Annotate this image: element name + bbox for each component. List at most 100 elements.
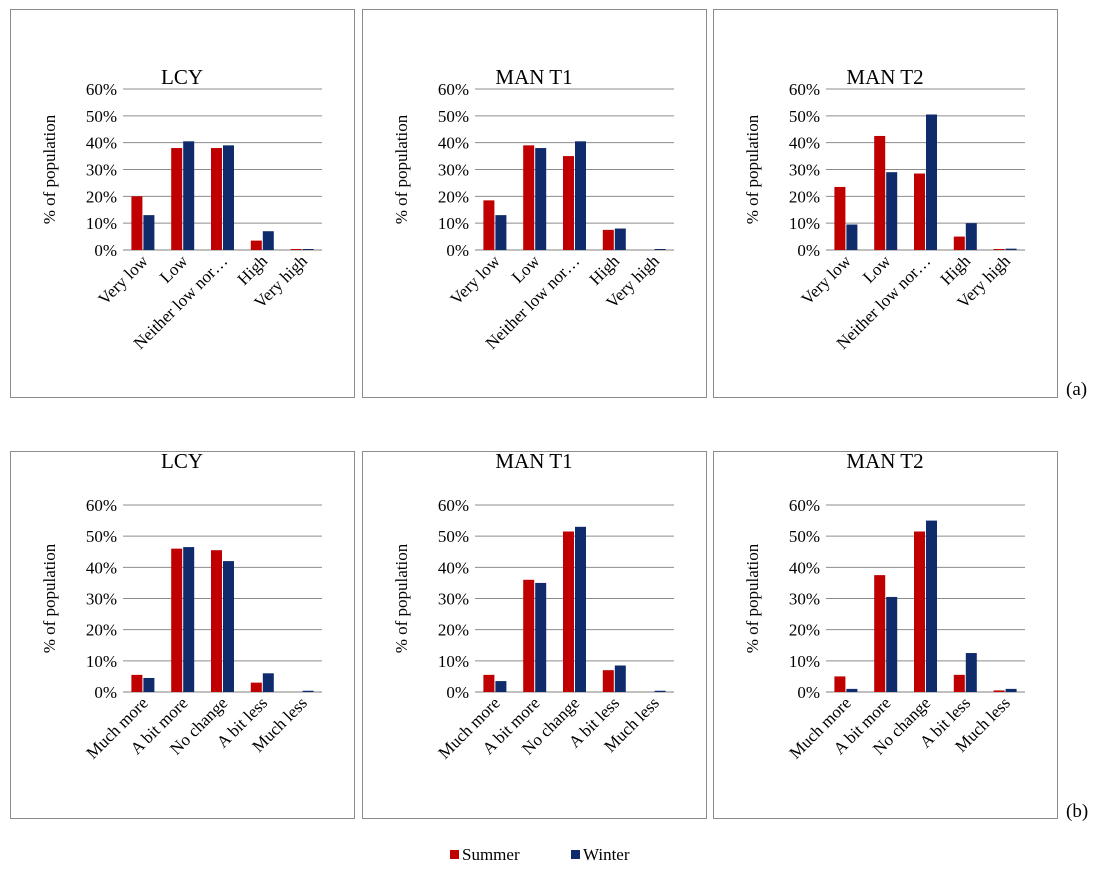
y-tick-label: 10% — [86, 652, 117, 671]
bar-summer — [483, 200, 495, 250]
bar-winter — [1005, 688, 1017, 692]
panel-border — [362, 9, 707, 398]
y-axis-label: % of population — [392, 543, 411, 653]
y-tick-label: 20% — [789, 621, 820, 640]
y-tick-label: 40% — [438, 558, 469, 577]
bar-winter — [223, 145, 234, 250]
y-tick-label: 10% — [789, 214, 820, 233]
bar-winter — [575, 526, 586, 692]
y-tick-label: 40% — [789, 134, 820, 153]
y-tick-label: 40% — [86, 134, 117, 153]
y-tick-label: 10% — [438, 214, 469, 233]
y-axis-label: % of population — [743, 543, 762, 653]
chart-title: LCY — [161, 449, 203, 473]
y-tick-label: 50% — [86, 107, 117, 126]
bar-winter — [926, 114, 937, 250]
bar-summer — [290, 249, 302, 250]
legend-label-winter: Winter — [583, 845, 630, 864]
y-tick-label: 10% — [86, 214, 117, 233]
chart-title: MAN T1 — [495, 449, 572, 473]
y-tick-label: 20% — [86, 187, 117, 206]
chart-panel: MAN T2 0% 10% 20% 30% 40% 50% 60% % of populatio… — [713, 9, 1058, 398]
y-tick-label: 40% — [438, 134, 469, 153]
y-tick-label: 60% — [86, 496, 117, 515]
panel-border — [10, 451, 355, 819]
bar-summer — [211, 148, 222, 250]
bar-summer — [834, 186, 846, 250]
bar-winter — [654, 690, 666, 692]
bar-summer — [993, 690, 1005, 692]
y-tick-label: 20% — [438, 187, 469, 206]
bar-winter — [262, 231, 274, 250]
chart-title: MAN T2 — [846, 449, 923, 473]
bar-summer — [874, 575, 886, 692]
y-tick-label: 50% — [438, 527, 469, 546]
y-tick-label: 20% — [86, 621, 117, 640]
y-tick-label: 60% — [86, 80, 117, 99]
bar-summer — [523, 579, 535, 692]
bar-summer — [993, 249, 1005, 250]
y-tick-label: 0% — [94, 241, 117, 260]
y-tick-label: 40% — [86, 558, 117, 577]
y-tick-label: 0% — [797, 683, 820, 702]
y-tick-label: 30% — [438, 590, 469, 609]
bar-winter — [143, 215, 155, 250]
legend-label-summer: Summer — [462, 845, 520, 864]
chart-panel: MAN T1 0% 10% 20% 30% 40% 50% 60% % of populatio… — [362, 9, 707, 398]
bar-winter — [535, 148, 547, 250]
bar-winter — [654, 249, 666, 250]
bar-winter — [886, 172, 898, 250]
y-tick-label: 0% — [94, 683, 117, 702]
bar-summer — [834, 676, 846, 692]
bar-winter — [614, 228, 626, 250]
bar-summer — [171, 148, 183, 250]
legend: Summer Winter — [450, 845, 630, 864]
bar-winter — [535, 582, 547, 692]
bar-summer — [602, 670, 614, 692]
y-tick-label: 60% — [438, 80, 469, 99]
y-tick-label: 30% — [438, 161, 469, 180]
bar-winter — [183, 547, 195, 692]
y-tick-label: 30% — [789, 590, 820, 609]
y-tick-label: 60% — [789, 496, 820, 515]
y-tick-label: 30% — [86, 590, 117, 609]
y-tick-label: 0% — [446, 683, 469, 702]
y-axis-label: % of population — [392, 114, 411, 224]
bar-summer — [171, 548, 183, 692]
bar-winter — [262, 673, 274, 692]
bar-winter — [965, 223, 977, 250]
bar-summer — [131, 674, 143, 692]
panel-border — [362, 451, 707, 819]
y-tick-label: 20% — [789, 187, 820, 206]
bar-winter — [143, 677, 155, 692]
y-tick-label: 20% — [438, 621, 469, 640]
chart-title: LCY — [161, 65, 203, 89]
bar-winter — [846, 224, 858, 250]
bar-summer — [250, 240, 262, 250]
bar-winter — [846, 688, 858, 692]
bar-summer — [874, 135, 886, 250]
row-label-a: (a) — [1066, 379, 1087, 400]
bar-summer — [250, 682, 262, 692]
chart-title: MAN T2 — [846, 65, 923, 89]
bar-winter — [183, 141, 195, 250]
bar-summer — [483, 674, 495, 692]
y-tick-label: 0% — [797, 241, 820, 260]
bar-winter — [223, 561, 234, 692]
bar-summer — [602, 229, 614, 250]
y-tick-label: 50% — [438, 107, 469, 126]
bar-summer — [914, 173, 925, 250]
chart-panel: MAN T2 0% 10% 20% 30% 40% 50% 60% % of populatio… — [713, 449, 1058, 819]
bar-summer — [211, 550, 222, 692]
bar-summer — [563, 156, 574, 250]
y-tick-label: 50% — [789, 527, 820, 546]
bar-winter — [302, 249, 314, 250]
legend-swatch-summer — [450, 850, 459, 859]
bar-summer — [914, 531, 925, 692]
panel-border — [713, 9, 1058, 398]
bar-winter — [886, 596, 898, 692]
